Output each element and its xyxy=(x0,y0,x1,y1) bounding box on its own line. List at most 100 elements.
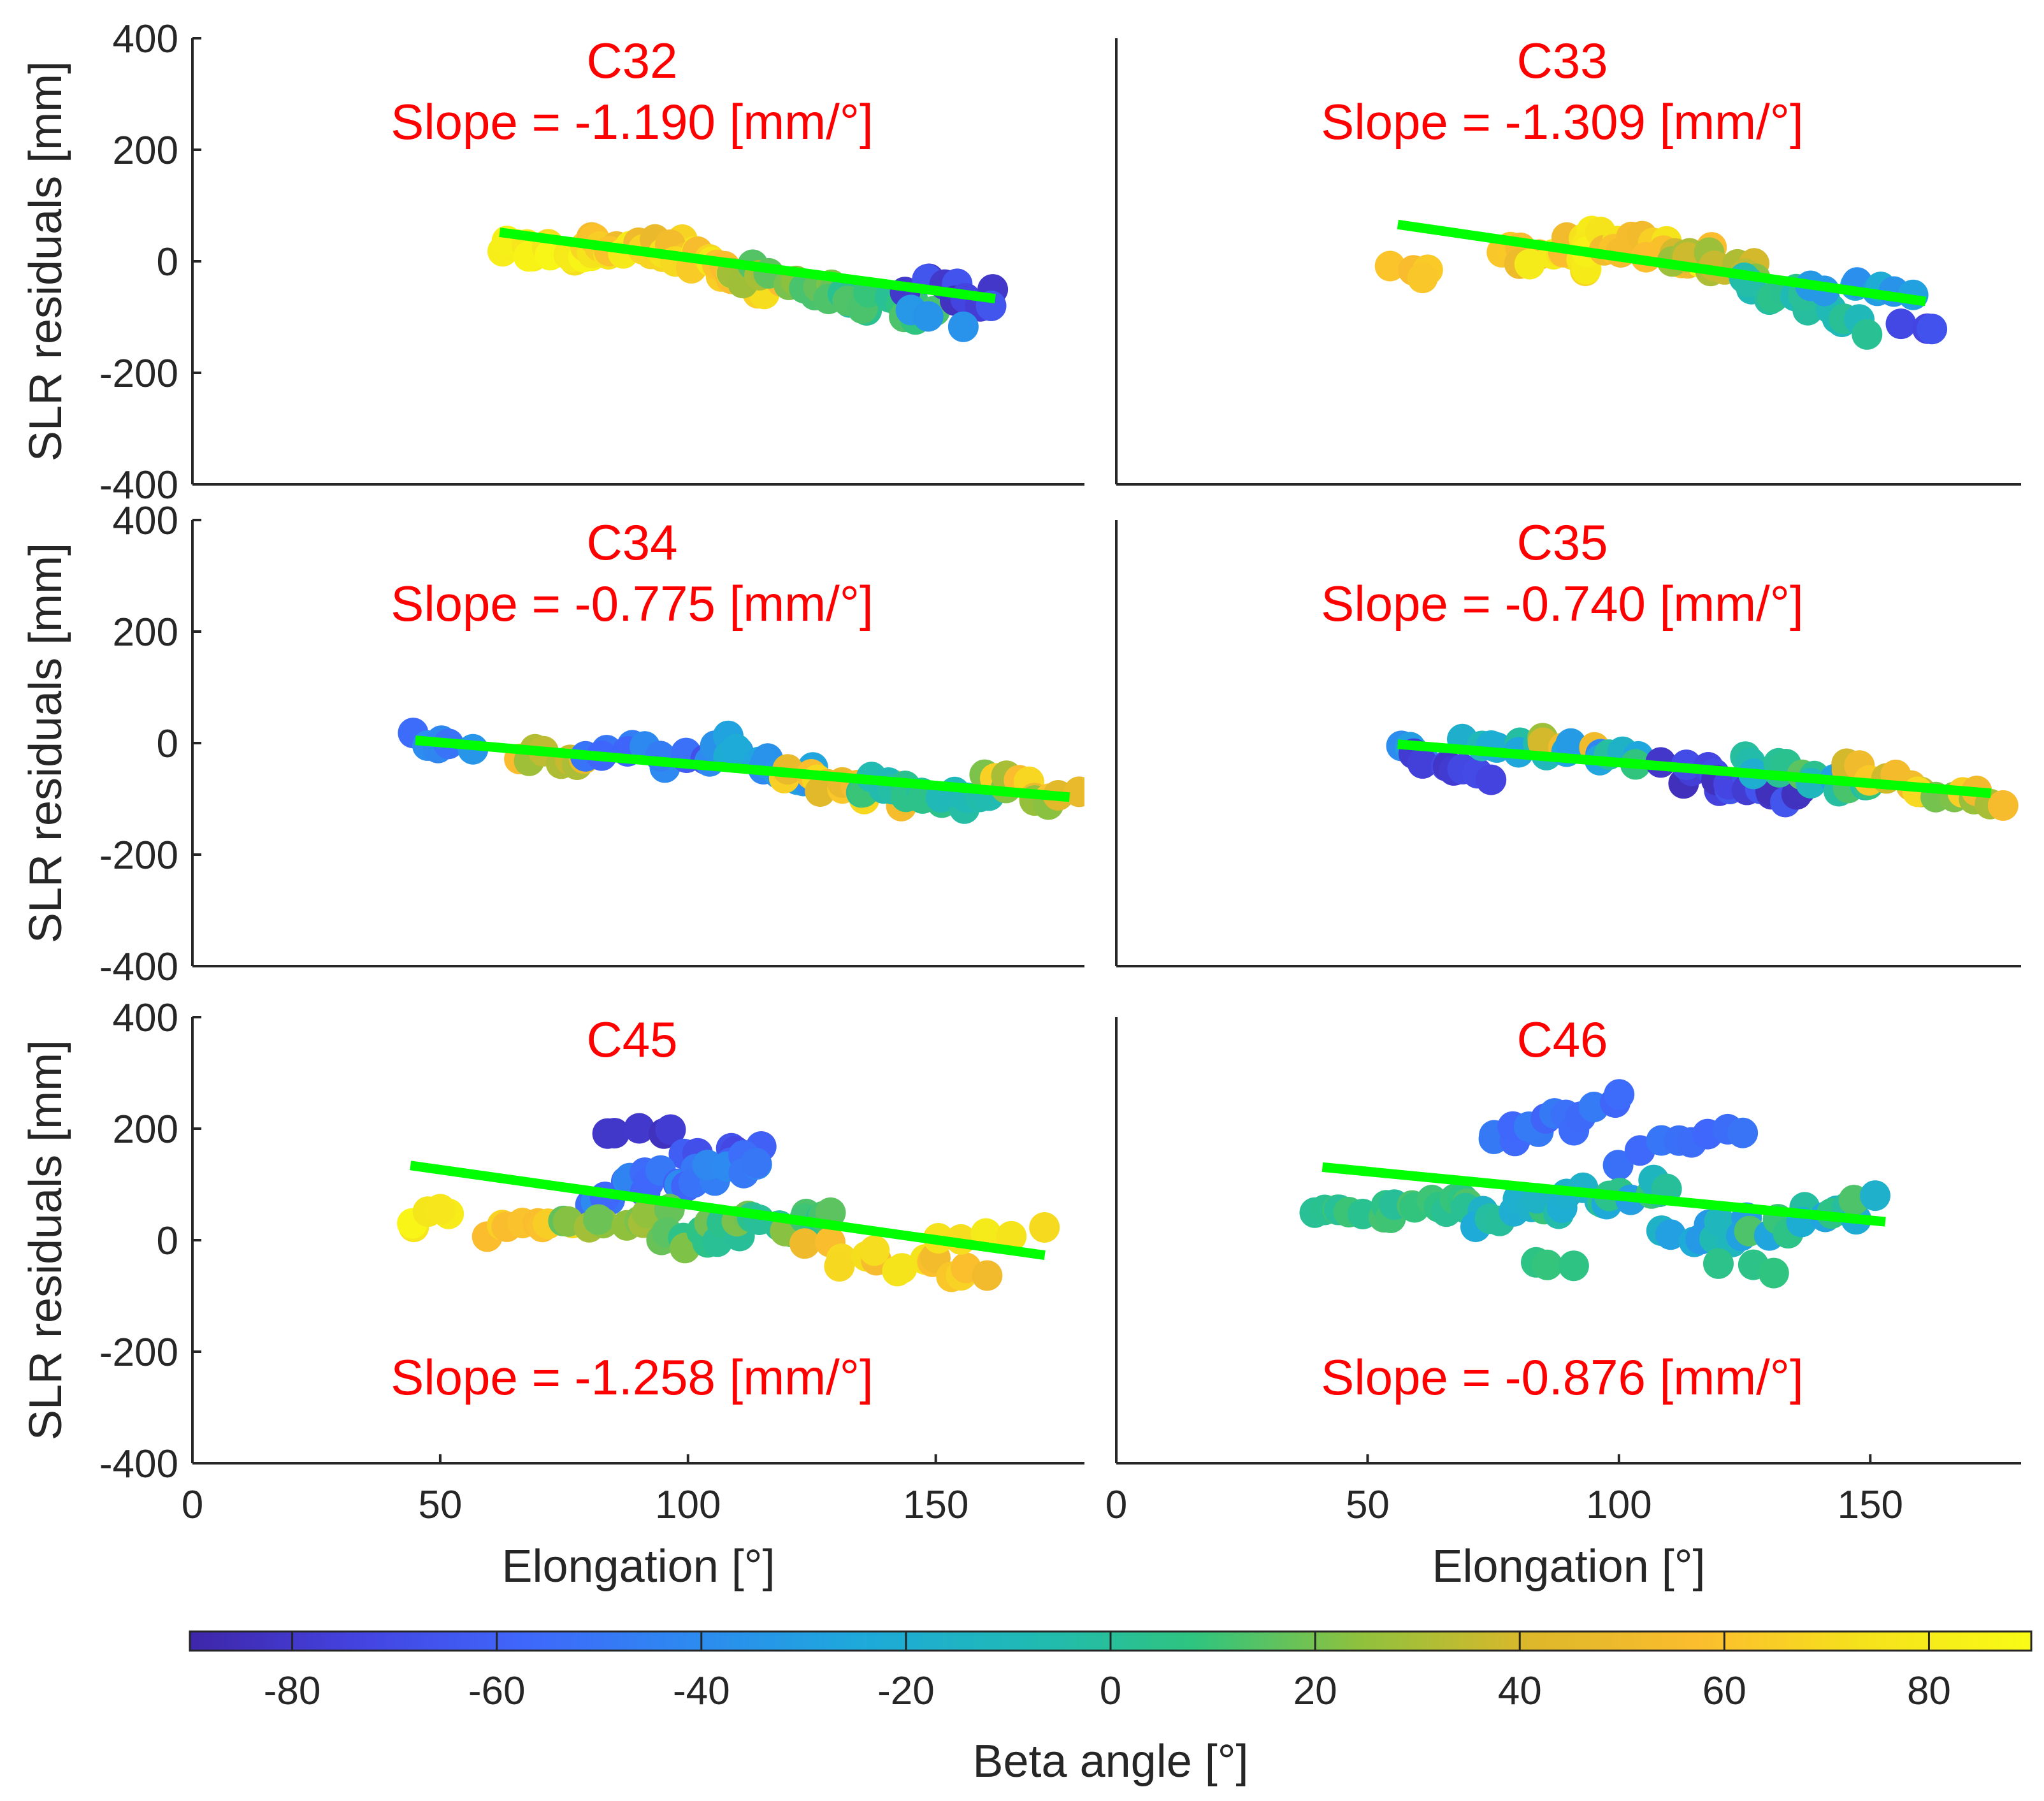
scatter-point xyxy=(655,1114,686,1145)
y-tick-label: 400 xyxy=(113,499,178,543)
panel-title: C33 xyxy=(1516,33,1608,89)
colorbar-tick-label: -80 xyxy=(264,1669,321,1713)
scatter-point xyxy=(824,1250,855,1282)
x-tick-label: 0 xyxy=(1105,1483,1127,1527)
y-tick-label: 0 xyxy=(157,1219,178,1263)
fit-line xyxy=(1321,1162,1886,1227)
x-tick-label: 150 xyxy=(903,1483,968,1527)
panel-c32: -400 -200 0 200 400 SLR residuals [mm] C32Slop… xyxy=(20,17,1084,507)
panel-title: C45 xyxy=(586,1011,677,1067)
scatter-point xyxy=(425,1194,456,1225)
scatter-point xyxy=(1604,1079,1635,1110)
colorbar-tick-label: 20 xyxy=(1293,1669,1337,1713)
colorbar-label: Beta angle [°] xyxy=(972,1736,1248,1787)
panel-c45: -400 -200 0 200 400 0 50 100 150 Elongation [°] SL… xyxy=(20,996,1084,1592)
scatter-point xyxy=(972,1260,1003,1291)
y-tick-label: 200 xyxy=(113,611,178,655)
x-tick-label: 100 xyxy=(1586,1483,1652,1527)
x-tick-label: 0 xyxy=(182,1483,203,1527)
scatter-point xyxy=(789,1228,820,1259)
colorbar-tick-label: 60 xyxy=(1702,1669,1746,1713)
panel-c34: -400 -200 0 200 400 SLR residuals [mm] C34Slop… xyxy=(20,499,1084,989)
scatter-point xyxy=(740,1148,772,1179)
scatter-point xyxy=(912,301,944,332)
scatter-point xyxy=(1029,1212,1060,1243)
scatter-point xyxy=(947,311,979,342)
scatter-point xyxy=(1758,1257,1789,1289)
y-tick-label: 0 xyxy=(157,722,178,766)
slope-label: Slope = -0.775 [mm/°] xyxy=(391,575,873,632)
scatter-point xyxy=(1885,308,1917,340)
colorbar-tick-label: -20 xyxy=(877,1669,935,1713)
scatter-point xyxy=(1407,263,1438,294)
fit-line xyxy=(1397,219,1927,307)
scatter-point xyxy=(1532,1249,1563,1280)
scatter-point xyxy=(1602,1150,1634,1181)
x-axis-label: Elongation [°] xyxy=(501,1541,775,1592)
slope-label: Slope = -0.876 [mm/°] xyxy=(1321,1349,1803,1405)
y-axis-label: SLR residuals [mm] xyxy=(20,1040,71,1440)
scatter-point xyxy=(1407,748,1438,779)
scatter-points xyxy=(397,1113,1060,1292)
y-tick-label: -200 xyxy=(99,1331,178,1375)
colorbar-tick-label: 0 xyxy=(1100,1669,1121,1713)
y-tick-label: 200 xyxy=(113,129,178,173)
panel-c46: 0 50 100 150 Elongation [°] C46 Slope = -0.876… xyxy=(1105,1011,2021,1592)
y-axis-label: SLR residuals [mm] xyxy=(20,543,71,943)
x-axis-label: Elongation [°] xyxy=(1432,1541,1705,1592)
y-tick-label: 400 xyxy=(113,17,178,61)
x-tick-label: 50 xyxy=(1346,1483,1390,1527)
fit-line xyxy=(499,228,996,304)
x-tick-label: 100 xyxy=(655,1483,721,1527)
slope-label: Slope = -1.309 [mm/°] xyxy=(1321,94,1803,150)
scatter-point xyxy=(1987,790,2019,821)
scatter-point xyxy=(859,1235,890,1266)
scatter-point xyxy=(1558,1250,1589,1282)
colorbar-tick-label: -60 xyxy=(468,1669,526,1713)
slope-label: Slope = -1.190 [mm/°] xyxy=(391,94,873,150)
scatter-point xyxy=(1374,250,1406,282)
fit-line xyxy=(1397,739,1992,799)
y-axis-label: SLR residuals [mm] xyxy=(20,61,71,461)
scatter-point xyxy=(1860,1180,1890,1212)
y-tick-label: -400 xyxy=(99,1442,178,1486)
scatter-point xyxy=(996,1220,1027,1252)
scatter-points xyxy=(1299,1079,1890,1289)
colorbar-tick-label: 80 xyxy=(1907,1669,1951,1713)
y-tick-label: -400 xyxy=(99,463,178,507)
y-tick-label: 200 xyxy=(113,1108,178,1152)
colorbar-tick-label: -40 xyxy=(673,1669,730,1713)
y-tick-label: -200 xyxy=(99,834,178,878)
fit-line xyxy=(415,735,1070,802)
slope-label: Slope = -1.258 [mm/°] xyxy=(391,1349,873,1405)
colorbar-tick-label: 40 xyxy=(1498,1669,1542,1713)
scatter-point xyxy=(1703,1248,1734,1279)
scatter-point xyxy=(721,734,752,765)
scatter-point xyxy=(1655,1219,1686,1250)
y-tick-label: 400 xyxy=(113,996,178,1040)
scatter-point xyxy=(1063,776,1084,807)
scatter-point xyxy=(1727,1117,1759,1148)
panel-title: C32 xyxy=(586,33,677,89)
slope-label: Slope = -0.740 [mm/°] xyxy=(1321,575,1803,632)
panel-title: C35 xyxy=(1516,514,1608,570)
fit-line xyxy=(410,1161,1046,1261)
scatter-point xyxy=(1917,314,1948,345)
y-tick-label: 0 xyxy=(157,240,178,284)
panel-title: C46 xyxy=(1516,1011,1608,1067)
y-tick-label: -200 xyxy=(99,352,178,396)
scatter-point xyxy=(583,1204,614,1235)
scatter-point xyxy=(886,1253,918,1284)
scatter-point xyxy=(1514,249,1545,280)
scatter-point xyxy=(1852,319,1883,350)
scatter-point xyxy=(1476,764,1507,795)
x-tick-label: 50 xyxy=(418,1483,462,1527)
scatter-point xyxy=(624,1113,655,1144)
panel-title: C34 xyxy=(586,514,677,570)
scatter-point xyxy=(599,1118,630,1149)
y-tick-label: -400 xyxy=(99,945,178,989)
x-tick-label: 150 xyxy=(1838,1483,1903,1527)
